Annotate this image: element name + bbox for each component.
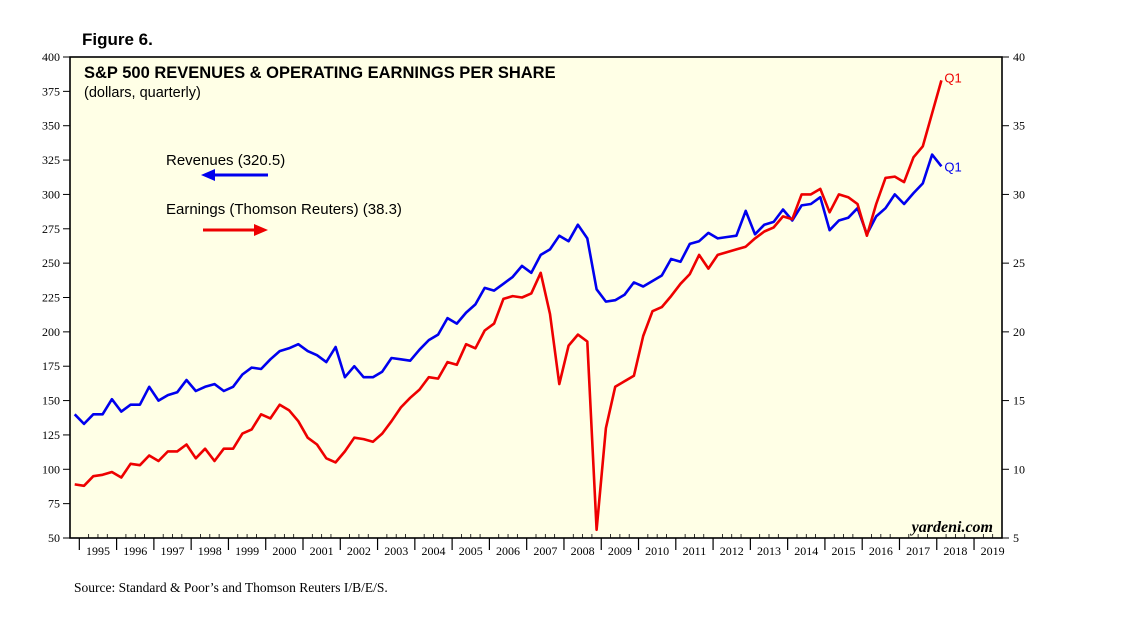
x-axis-tick-label: 2015 — [832, 544, 856, 558]
x-axis-tick-label: 2006 — [496, 544, 520, 558]
source-note: Source: Standard & Poor’s and Thomson Re… — [74, 580, 388, 595]
chart-subtitle: (dollars, quarterly) — [84, 85, 201, 101]
left-axis-tick-label: 125 — [42, 428, 60, 442]
x-axis-tick-label: 2004 — [421, 544, 445, 558]
x-axis: 1995 1996 1997 1998 1999 2000 2001 2002 2003 2004… — [69, 534, 1005, 558]
right-axis-tick-label: 40 — [1013, 50, 1025, 64]
left-axis-tick-label: 375 — [42, 84, 60, 98]
x-axis-tick-label: 1997 — [161, 544, 185, 558]
series-line-revenues — [73, 153, 943, 426]
x-axis-tick-label: 2007 — [533, 544, 557, 558]
left-axis-tick-label: 275 — [42, 222, 60, 236]
series-end-label: Q1 — [944, 159, 961, 174]
x-axis-tick-label: 1996 — [123, 544, 147, 558]
right-axis-tick-label: 10 — [1013, 462, 1025, 476]
x-axis-tick-label: 2008 — [571, 544, 595, 558]
left-axis-tick-label: 200 — [42, 325, 60, 339]
legend-label-revenues: Revenues (320.5) — [166, 152, 285, 169]
x-axis-tick-label: 2010 — [645, 544, 669, 558]
x-axis-tick-label: 1999 — [235, 544, 259, 558]
left-axis: 50 75 100 125 150 175 200 225 250 275 300 325 350 375… — [42, 50, 70, 545]
right-axis-tick-label: 20 — [1013, 325, 1025, 339]
x-axis-tick-label: 2003 — [384, 544, 408, 558]
left-axis-tick-label: 75 — [48, 497, 60, 511]
left-axis-tick-label: 400 — [42, 50, 60, 64]
x-axis-tick-label: 2001 — [310, 544, 334, 558]
x-axis-tick-label: 2009 — [608, 544, 632, 558]
figure-label: Figure 6. — [82, 30, 153, 49]
left-axis-tick-label: 175 — [42, 359, 60, 373]
x-axis-tick-label: 2011 — [683, 544, 707, 558]
series-line-earnings — [74, 80, 943, 532]
series-end-label: Q1 — [944, 70, 961, 85]
x-axis-tick-label: 2000 — [272, 544, 296, 558]
left-axis-tick-label: 250 — [42, 256, 60, 270]
x-axis-tick-label: 1998 — [198, 544, 222, 558]
left-axis-tick-label: 150 — [42, 394, 60, 408]
watermark: yardeni.com — [910, 519, 993, 536]
x-axis-tick-label: 2002 — [347, 544, 371, 558]
right-axis-tick-label: 30 — [1013, 187, 1025, 201]
right-axis: 5 10 15 20 25 30 35 40 — [1002, 50, 1025, 545]
x-axis-tick-label: 2012 — [720, 544, 744, 558]
right-axis-tick-label: 25 — [1013, 256, 1025, 270]
x-axis-tick-label: 2005 — [459, 544, 483, 558]
series-layer: Q1 Q1 — [73, 70, 962, 532]
x-axis-tick-label: 2017 — [906, 544, 930, 558]
x-axis-tick-label: 1995 — [86, 544, 110, 558]
left-axis-tick-label: 50 — [48, 531, 60, 545]
legend-arrowhead-earnings — [254, 224, 268, 236]
x-axis-tick-label: 2013 — [757, 544, 781, 558]
left-axis-tick-label: 350 — [42, 119, 60, 133]
x-axis-tick-label: 2019 — [981, 544, 1005, 558]
chart-title: S&P 500 REVENUES & OPERATING EARNINGS PE… — [84, 64, 556, 82]
right-axis-tick-label: 5 — [1013, 531, 1019, 545]
plot-area — [69, 56, 1003, 539]
x-axis-tick-label: 2016 — [869, 544, 893, 558]
legend-arrowhead-revenues — [201, 169, 215, 181]
legend: Revenues (320.5) Earnings (Thomson Reute… — [166, 152, 402, 236]
left-axis-tick-label: 225 — [42, 291, 60, 305]
left-axis-tick-label: 300 — [42, 187, 60, 201]
left-axis-tick-label: 325 — [42, 153, 60, 167]
x-axis-tick-label: 2014 — [794, 544, 818, 558]
x-axis-tick-label: 2018 — [943, 544, 967, 558]
right-axis-tick-label: 15 — [1013, 394, 1025, 408]
legend-label-earnings: Earnings (Thomson Reuters) (38.3) — [166, 201, 402, 218]
right-axis-tick-label: 35 — [1013, 119, 1025, 133]
left-axis-tick-label: 100 — [42, 462, 60, 476]
